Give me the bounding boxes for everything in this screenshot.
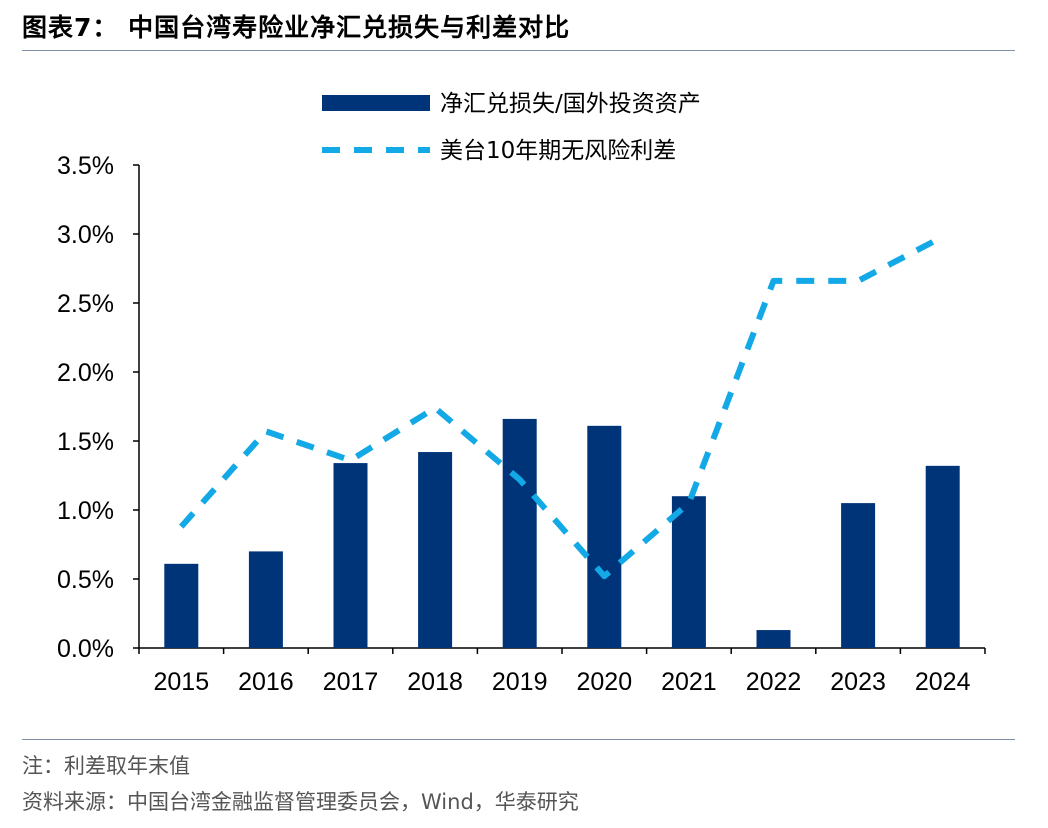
x-tick-label: 2017 — [323, 668, 379, 696]
bar-2019 — [502, 418, 537, 648]
y-tick-label: 0.5% — [57, 566, 114, 594]
line-series — [179, 234, 945, 580]
x-tick-label: 2019 — [492, 668, 548, 696]
chart-source: 资料来源：中国台湾金融监督管理委员会，Wind，华泰研究 — [22, 790, 579, 814]
bar-2023 — [841, 503, 876, 648]
bar-2020 — [587, 425, 622, 648]
legend-label-line: 美台10年期无风险利差 — [440, 138, 676, 164]
legend-label-bar: 净汇兑损失/国外投资资产 — [440, 91, 701, 117]
y-tick-label: 3.0% — [57, 221, 114, 249]
legend-swatch-bar — [322, 95, 430, 111]
x-tick-label: 2015 — [153, 668, 209, 696]
spread-line — [179, 234, 945, 580]
bar-2016 — [248, 551, 283, 648]
figure-title: 图表7： 中国台湾寿险业净汇兑损失与利差对比 — [22, 13, 571, 42]
y-tick-label: 2.0% — [57, 359, 114, 387]
y-tick-label: 2.5% — [57, 290, 114, 318]
bar-2021 — [671, 496, 706, 648]
y-tick-label: 1.5% — [57, 428, 114, 456]
bar-2022 — [756, 630, 791, 648]
bar-2017 — [333, 463, 368, 648]
y-tick-label: 3.5% — [57, 152, 114, 180]
x-tick-label: 2016 — [238, 668, 294, 696]
bar-2024 — [925, 465, 960, 648]
x-tick-label: 2023 — [830, 668, 886, 696]
chart-note: 注：利差取年末值 — [22, 754, 190, 778]
bar-2018 — [418, 452, 453, 648]
x-tick-label: 2022 — [746, 668, 802, 696]
x-axis: 2015 2016 2017 2018 2019 2020 2021 2022 2023 2024 — [138, 647, 986, 696]
bar-2015 — [164, 563, 199, 648]
x-tick-label: 2021 — [661, 668, 717, 696]
footer-divider — [22, 739, 1015, 740]
x-tick-label: 2018 — [407, 668, 463, 696]
bar-series — [164, 418, 960, 648]
title-divider — [22, 50, 1015, 51]
y-tick-label: 1.0% — [57, 497, 114, 525]
x-tick-label: 2024 — [915, 668, 971, 696]
y-tick-label: 0.0% — [57, 635, 114, 663]
y-axis: 0.0% 0.5% 1.0% 1.5% 2.0% 2.5% 3.0% 3.5% — [57, 152, 140, 663]
x-tick-label: 2020 — [576, 668, 632, 696]
